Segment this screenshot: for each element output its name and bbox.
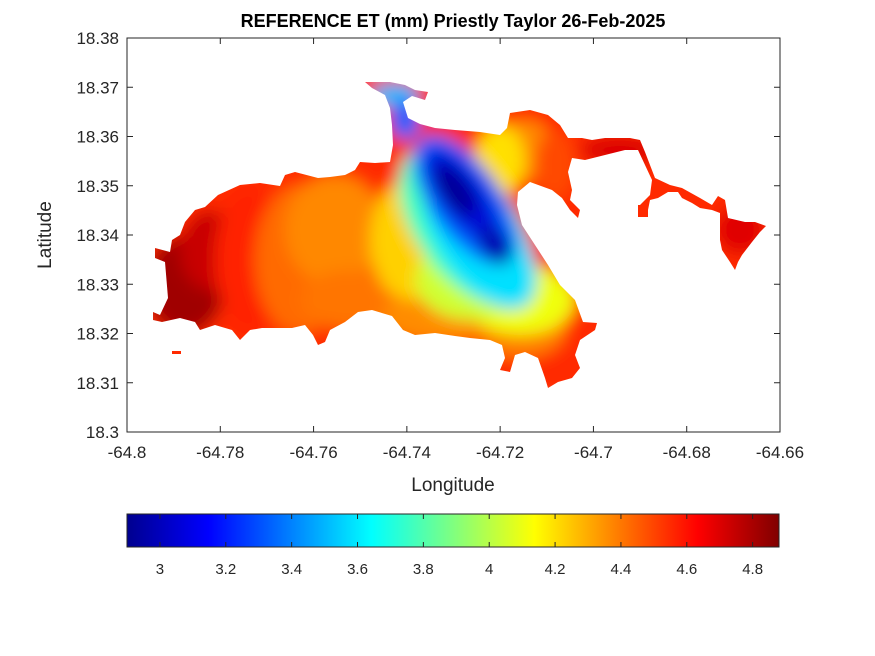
x-axis: -64.8 -64.78 -64.76 -64.74 -64.72 -64.7 -64.68… (108, 38, 804, 462)
x-tick-label: -64.68 (663, 443, 711, 462)
colorbar-tick-label: 4.8 (742, 561, 763, 578)
x-tick-label: -64.66 (756, 443, 804, 462)
colorbar-ticks: 3 3.2 3.4 3.6 3.8 4 4.2 4.4 4.6 4.8 (156, 514, 763, 578)
y-tick-label: 18.36 (76, 128, 119, 147)
x-tick-label: -64.72 (476, 443, 524, 462)
y-tick-label: 18.33 (76, 275, 119, 294)
x-tick-label: -64.74 (383, 443, 431, 462)
y-tick-label: 18.34 (76, 226, 119, 245)
colorbar-tick-label: 3.6 (347, 561, 368, 578)
x-axis-label: Longitude (411, 475, 494, 496)
x-tick-label: -64.78 (196, 443, 244, 462)
y-tick-label: 18.3 (86, 423, 119, 442)
y-tick-label: 18.32 (76, 325, 119, 344)
colorbar-tick-label: 4.6 (676, 561, 697, 578)
y-tick-label: 18.31 (76, 374, 119, 393)
y-axis: 18.3 18.31 18.32 18.33 18.34 18.35 18.36 18.37 1… (76, 29, 780, 442)
x-tick-label: -64.8 (108, 443, 147, 462)
colorbar-tick-label: 4.2 (545, 561, 566, 578)
colorbar-tick-label: 4 (485, 561, 493, 578)
colorbar-tick-label: 3.4 (281, 561, 302, 578)
y-tick-label: 18.35 (76, 177, 119, 196)
colorbar-tick-label: 3.2 (215, 561, 236, 578)
colorbar-tick-label: 3.8 (413, 561, 434, 578)
chart-title: REFERENCE ET (mm) Priestly Taylor 26-Feb… (241, 11, 666, 31)
x-tick-label: -64.76 (289, 443, 337, 462)
y-tick-label: 18.38 (76, 29, 119, 48)
colorbar-tick-label: 4.4 (611, 561, 632, 578)
x-tick-label: -64.7 (574, 443, 613, 462)
colorbar-tick-label: 3 (156, 561, 164, 578)
colorbar: 3 3.2 3.4 3.6 3.8 4 4.2 4.4 4.6 4.8 (126, 513, 780, 578)
colorbar-gradient (126, 513, 780, 548)
y-axis-label: Latitude (35, 201, 56, 269)
y-tick-label: 18.37 (76, 78, 119, 97)
